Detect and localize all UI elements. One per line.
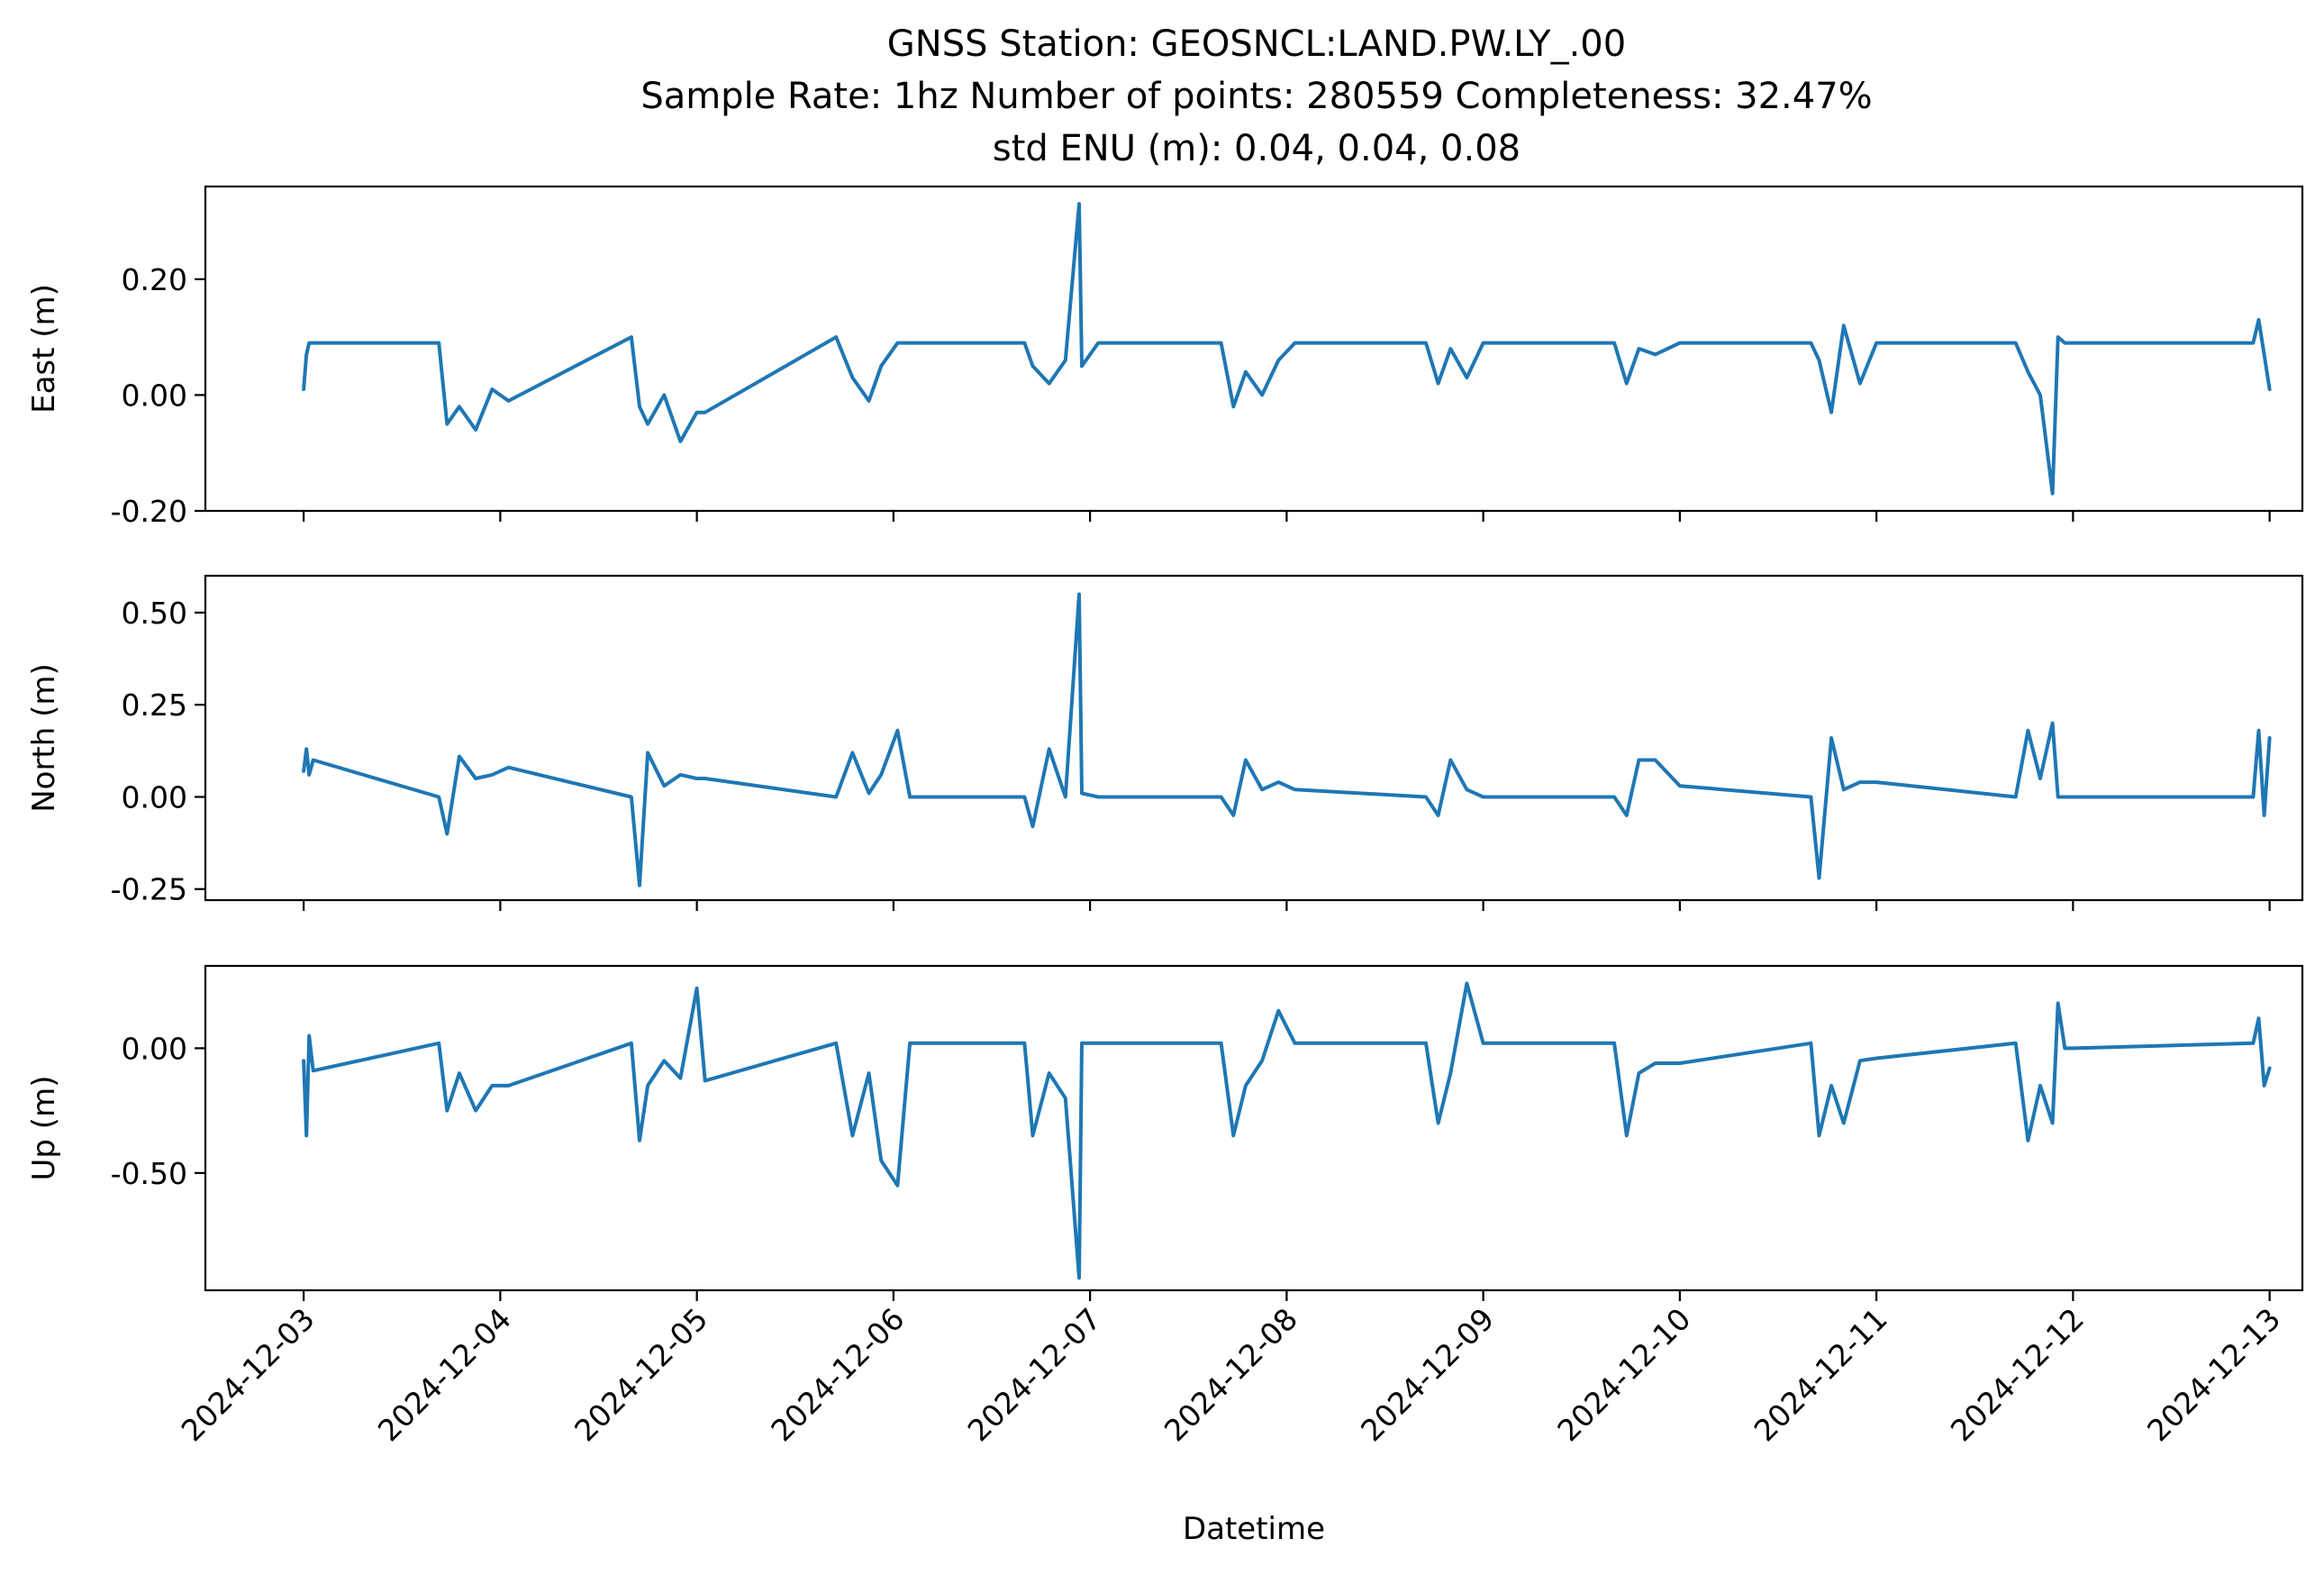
title-line-2: Sample Rate: 1hz Number of points: 28055… [640,76,1872,117]
north-ytick-label: 0.00 [122,779,187,815]
up-ytick-label: -0.50 [111,1156,187,1191]
title-line-1: GNSS Station: GEOSNCL:LAND.PW.LY_.00 [887,23,1626,65]
east-ytick-label: 0.00 [122,378,187,413]
north-axes-frame [204,574,2304,902]
title-line-3: std ENU (m): 0.04, 0.04, 0.08 [993,128,1521,169]
north-ylabel: North (m) [26,663,62,813]
north-ytick-label: 0.25 [122,687,187,723]
up-ytick-label: 0.00 [122,1031,187,1066]
east-ytick-label: 0.20 [122,262,187,297]
east-ylabel: East (m) [26,284,62,414]
east-series-line [302,202,2272,496]
east-axes-frame [204,185,2304,513]
xlabel: Datetime [1183,1511,1325,1547]
north-ytick-label: 0.50 [122,596,187,631]
north-series-line [302,592,2272,888]
north-panel: -0.25 0.00 0.25 0.50 North (m) [26,574,2304,911]
east-ytick-label: -0.20 [111,494,187,529]
up-ylabel: Up (m) [26,1076,62,1181]
up-series-line [302,981,2272,1280]
east-panel: -0.20 0.00 0.20 East (m) [26,185,2304,529]
north-ytick-label: -0.25 [111,872,187,907]
up-axes-frame [204,964,2304,1292]
